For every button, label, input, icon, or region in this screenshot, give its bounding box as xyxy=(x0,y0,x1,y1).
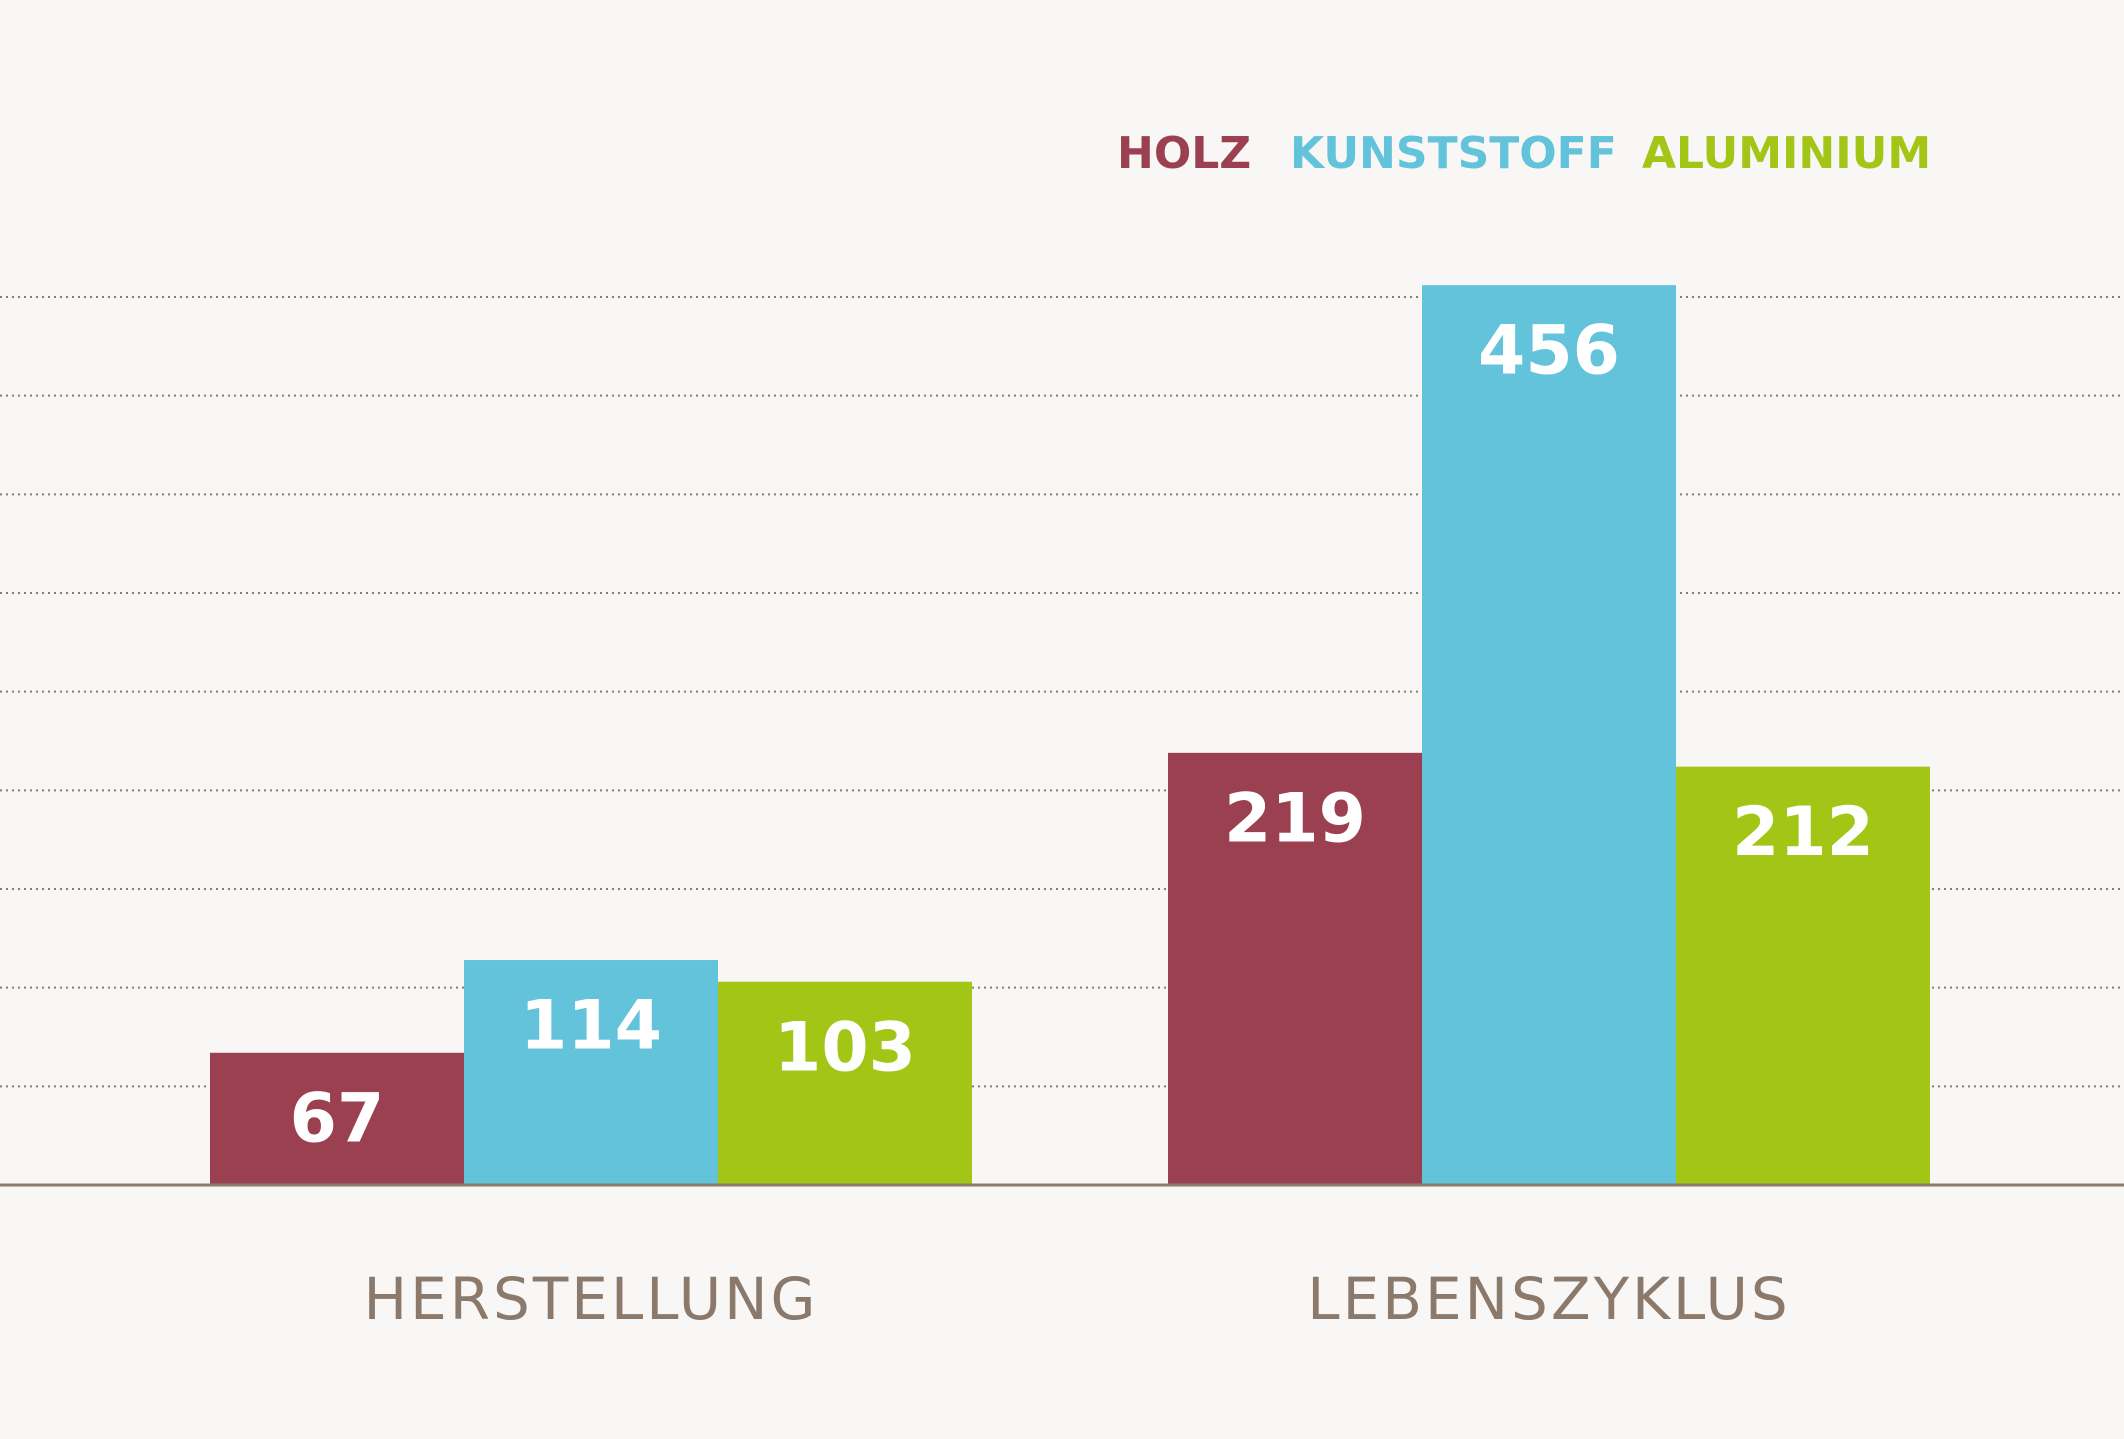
bar xyxy=(464,960,718,1185)
data-label: 114 xyxy=(520,987,662,1066)
data-label: 67 xyxy=(290,1079,385,1158)
legend-entry: KUNSTSTOFF xyxy=(1290,128,1617,179)
x-tick-label: HERSTELLUNG xyxy=(364,1265,819,1333)
bar xyxy=(1168,752,1422,1185)
data-label: 103 xyxy=(774,1008,916,1087)
legend-entry: HOLZ xyxy=(1117,128,1251,179)
data-label: 212 xyxy=(1732,793,1874,872)
data-label: 219 xyxy=(1224,779,1366,858)
bar xyxy=(210,1052,464,1185)
data-label: 456 xyxy=(1478,312,1620,391)
bar xyxy=(1422,285,1676,1185)
bar xyxy=(1676,766,1930,1185)
x-tick-label: LEBENSZYKLUS xyxy=(1307,1265,1791,1333)
legend-entry: ALUMINIUM xyxy=(1642,128,1931,179)
bar xyxy=(718,981,972,1185)
